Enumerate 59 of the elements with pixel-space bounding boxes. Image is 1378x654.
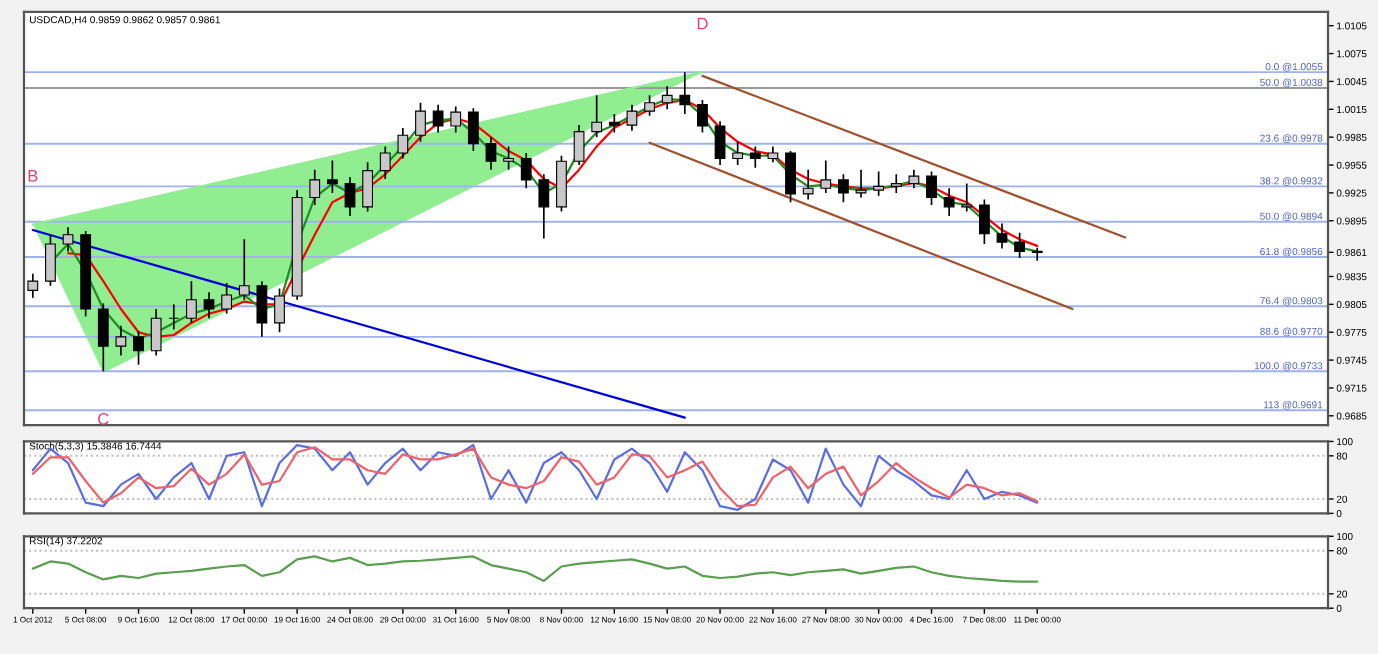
candlestick [115,324,127,357]
candlestick [344,176,356,217]
candlestick [538,173,550,240]
candlestick [450,105,462,134]
candlestick [996,222,1008,250]
candlestick [679,71,691,115]
candlestick [908,168,920,190]
candlestick [978,198,990,245]
candlestick [556,154,567,213]
candlestick [714,120,726,166]
candlestick [873,170,885,197]
candlestick [168,303,180,331]
candlestick [608,113,620,134]
candlestick [45,233,56,287]
candlestick [644,94,655,117]
annotation: C [98,412,109,425]
candlestick [133,330,144,366]
candlestick [573,124,585,166]
candlestick [203,291,215,320]
candlestick [661,85,673,111]
candlestick [697,99,708,134]
candlestick [256,280,268,338]
candlestick [1014,231,1026,259]
candlestick [785,150,796,204]
candlestick [890,173,902,194]
candlestick [97,302,109,373]
candlestick [485,136,497,171]
candlestick [432,103,444,134]
candlestick [926,170,937,206]
candlestick [397,127,409,160]
candlestick [591,94,603,138]
candlestick [820,159,832,194]
candlestick [467,107,479,152]
candlestick [732,140,744,166]
candlestick [274,287,285,334]
candlestick [626,103,638,132]
candlestick [749,145,761,169]
candlestick [221,282,233,315]
candlestick [238,238,250,301]
candlestick [855,168,867,199]
candlestick [326,159,338,194]
candlestick [415,101,426,143]
candlestick [838,173,849,204]
annotation: B [28,170,38,182]
candlestick [62,226,74,253]
candlestick [520,152,532,190]
candlestick [150,308,162,357]
candlestick [186,280,197,324]
candlestick [943,187,955,217]
annotation: D [697,17,708,30]
candlestick [309,168,321,206]
candlestick [1031,246,1043,262]
candlestick [802,168,814,201]
candlestick [961,182,973,213]
candlestick [379,145,391,180]
candlestick [362,161,374,213]
candlestick [503,145,514,171]
line-series [31,555,1039,583]
candlestick [27,272,39,299]
